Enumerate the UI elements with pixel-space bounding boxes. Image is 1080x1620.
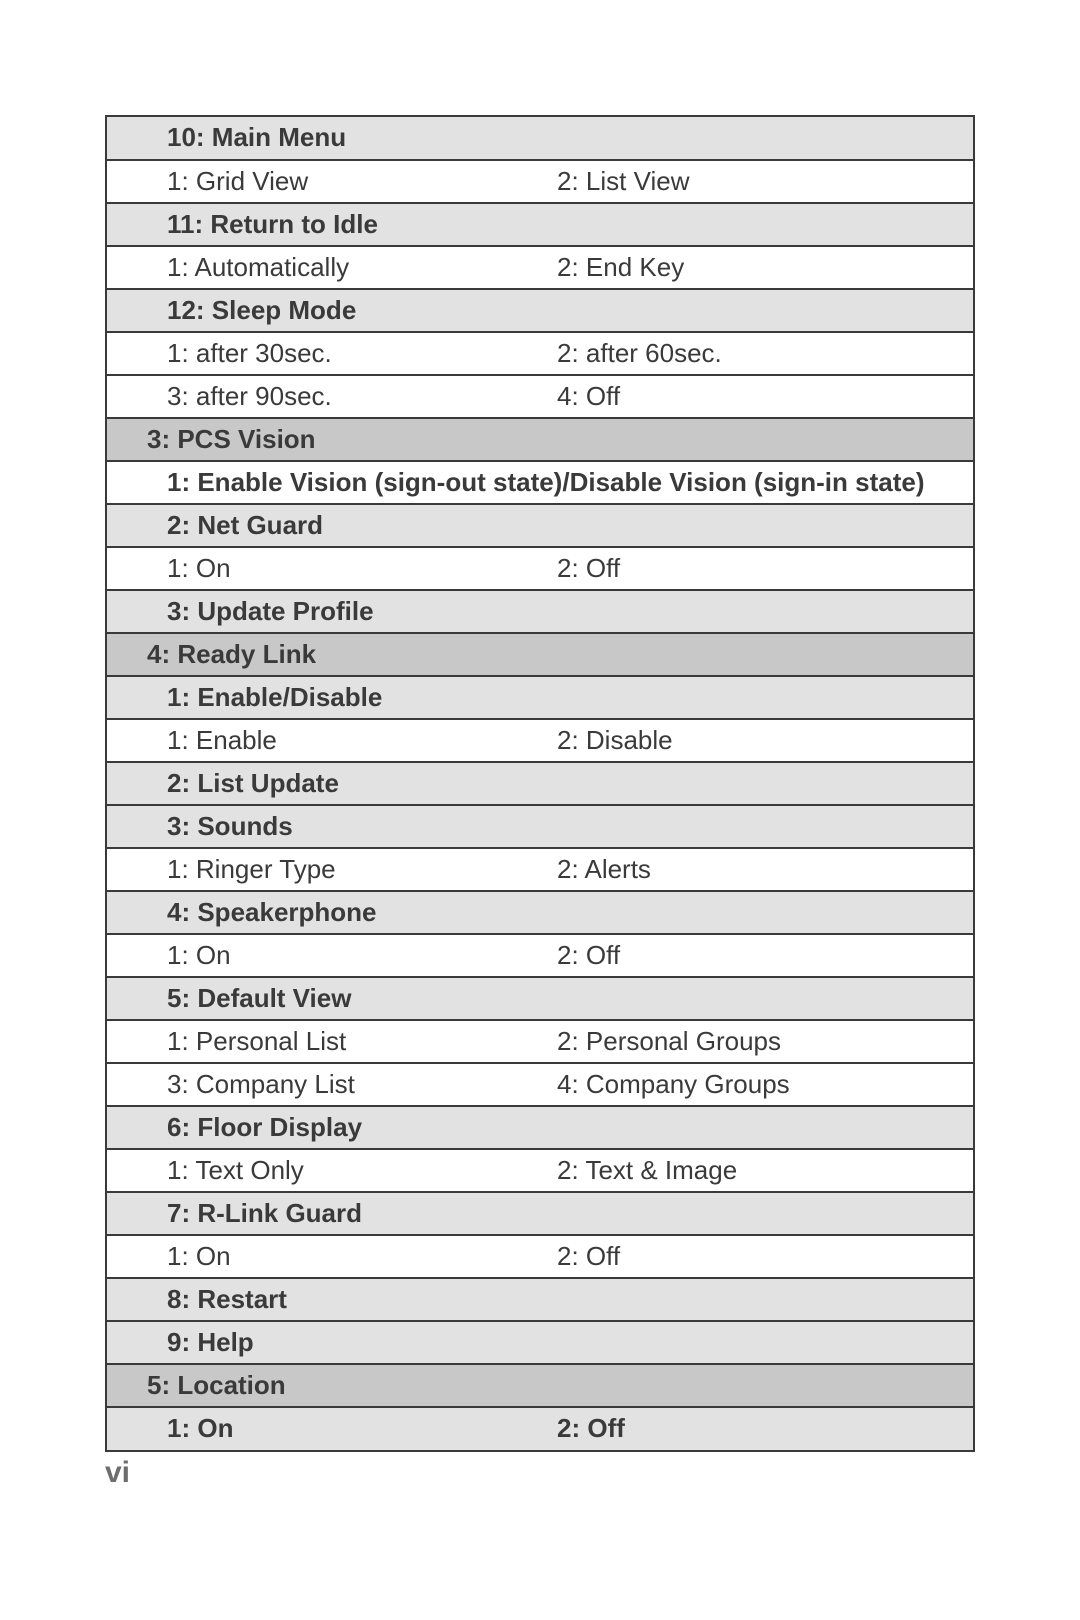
menu-cell: 1: Automatically: [167, 252, 557, 283]
menu-cell: 9: Help: [167, 1327, 973, 1358]
menu-row: 10: Main Menu: [107, 117, 973, 160]
menu-cell: 7: R-Link Guard: [167, 1198, 973, 1229]
menu-cell: 10: Main Menu: [167, 122, 973, 153]
menu-cell: 2: List Update: [167, 768, 973, 799]
menu-cell: 1: On: [167, 553, 557, 584]
menu-cell: 6: Floor Display: [167, 1112, 973, 1143]
menu-row: 1: after 30sec.2: after 60sec.: [107, 332, 973, 375]
menu-cell: 1: On: [167, 1241, 557, 1272]
menu-cell: 2: End Key: [557, 252, 684, 283]
menu-row: 1: Enable2: Disable: [107, 719, 973, 762]
menu-row: 1: On2: Off: [107, 547, 973, 590]
menu-row: 4: Speakerphone: [107, 891, 973, 934]
menu-row: 1: Enable/Disable: [107, 676, 973, 719]
menu-cell: 2: Net Guard: [167, 510, 973, 541]
menu-row: 1: Personal List2: Personal Groups: [107, 1020, 973, 1063]
menu-cell: 2: Off: [557, 1413, 625, 1444]
menu-cell: 5: Default View: [167, 983, 973, 1014]
menu-cell: 1: Grid View: [167, 166, 557, 197]
menu-cell: 2: Alerts: [557, 854, 651, 885]
menu-cell: 2: Off: [557, 1241, 620, 1272]
menu-row: 5: Default View: [107, 977, 973, 1020]
menu-row: 1: Enable Vision (sign-out state)/Disabl…: [107, 461, 973, 504]
menu-row: 8: Restart: [107, 1278, 973, 1321]
page-number: vi: [105, 1456, 130, 1490]
menu-cell: 1: after 30sec.: [167, 338, 557, 369]
menu-cell: 4: Ready Link: [147, 639, 973, 670]
menu-cell: 2: Personal Groups: [557, 1026, 781, 1057]
menu-cell: 2: Off: [557, 940, 620, 971]
menu-cell: 5: Location: [147, 1370, 973, 1401]
menu-cell: 1: Text Only: [167, 1155, 557, 1186]
menu-row: 11: Return to Idle: [107, 203, 973, 246]
menu-row: 2: Net Guard: [107, 504, 973, 547]
menu-cell: 3: after 90sec.: [167, 381, 557, 412]
menu-cell: 8: Restart: [167, 1284, 973, 1315]
menu-row: 2: List Update: [107, 762, 973, 805]
menu-row: 1: Grid View2: List View: [107, 160, 973, 203]
manual-page: 10: Main Menu 1: Grid View2: List View 11:…: [0, 0, 1080, 1620]
menu-row: 1: On2: Off: [107, 934, 973, 977]
menu-cell: 1: Enable Vision (sign-out state)/Disabl…: [167, 467, 973, 498]
menu-row: 6: Floor Display: [107, 1106, 973, 1149]
menu-cell: 2: after 60sec.: [557, 338, 722, 369]
menu-cell: 2: Off: [557, 553, 620, 584]
menu-row: 3: PCS Vision: [107, 418, 973, 461]
menu-row: 12: Sleep Mode: [107, 289, 973, 332]
menu-row: 3: Update Profile: [107, 590, 973, 633]
menu-cell: 1: On: [167, 1413, 557, 1444]
menu-table: 10: Main Menu 1: Grid View2: List View 11:…: [105, 115, 975, 1452]
menu-cell: 3: PCS Vision: [147, 424, 973, 455]
menu-row: 7: R-Link Guard: [107, 1192, 973, 1235]
menu-row: 1: Ringer Type2: Alerts: [107, 848, 973, 891]
menu-cell: 2: List View: [557, 166, 689, 197]
menu-cell: 1: Personal List: [167, 1026, 557, 1057]
menu-row: 9: Help: [107, 1321, 973, 1364]
menu-cell: 12: Sleep Mode: [167, 295, 973, 326]
menu-cell: 2: Text & Image: [557, 1155, 737, 1186]
menu-cell: 2: Disable: [557, 725, 673, 756]
menu-cell: 1: On: [167, 940, 557, 971]
menu-cell: 4: Company Groups: [557, 1069, 790, 1100]
menu-row: 1: Text Only2: Text & Image: [107, 1149, 973, 1192]
menu-row: 3: Sounds: [107, 805, 973, 848]
menu-cell: 1: Enable/Disable: [167, 682, 973, 713]
menu-cell: 3: Sounds: [167, 811, 973, 842]
menu-row: 4: Ready Link: [107, 633, 973, 676]
menu-cell: 4: Speakerphone: [167, 897, 973, 928]
menu-cell: 4: Off: [557, 381, 620, 412]
menu-cell: 3: Update Profile: [167, 596, 973, 627]
menu-cell: 1: Ringer Type: [167, 854, 557, 885]
menu-cell: 1: Enable: [167, 725, 557, 756]
menu-cell: 11: Return to Idle: [167, 209, 973, 240]
menu-row: 3: Company List4: Company Groups: [107, 1063, 973, 1106]
menu-row: 1: On2: Off: [107, 1235, 973, 1278]
menu-row: 5: Location: [107, 1364, 973, 1407]
menu-row: 1: Automatically2: End Key: [107, 246, 973, 289]
menu-row: 1: On2: Off: [107, 1407, 973, 1450]
menu-row: 3: after 90sec.4: Off: [107, 375, 973, 418]
menu-cell: 3: Company List: [167, 1069, 557, 1100]
